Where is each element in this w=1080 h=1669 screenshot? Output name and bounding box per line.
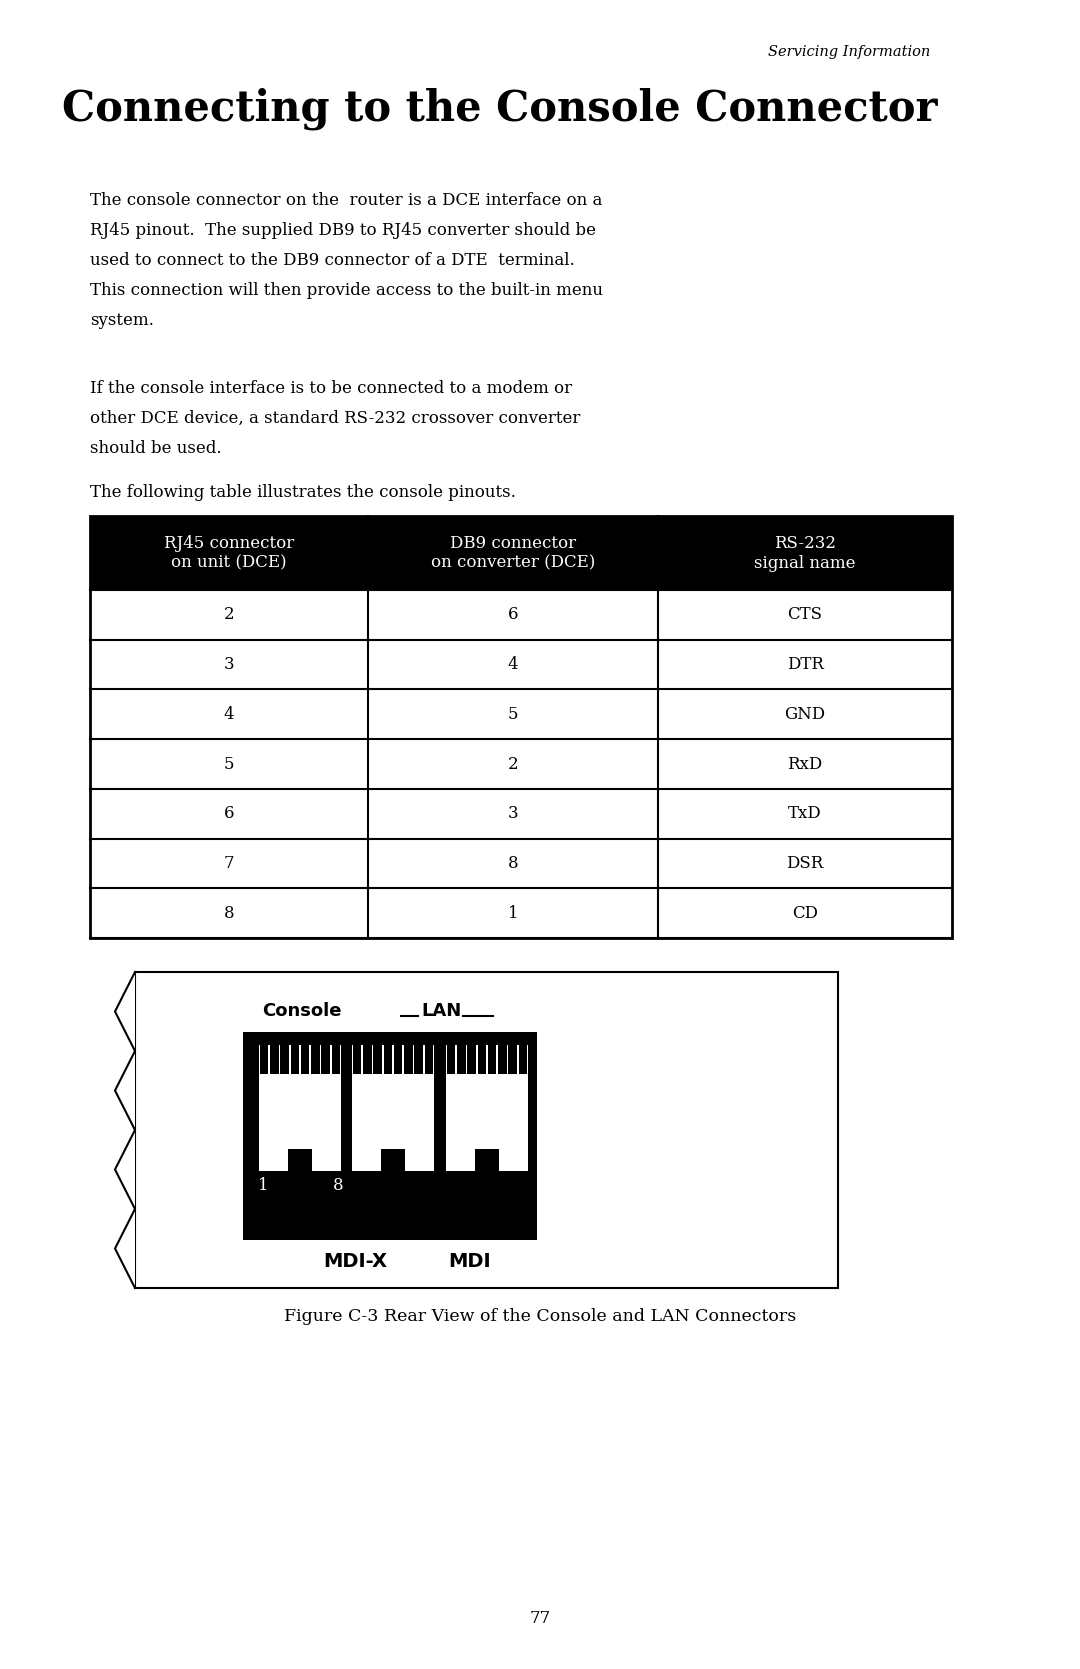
Text: Connecting to the Console Connector: Connecting to the Console Connector: [62, 88, 937, 130]
Text: CD: CD: [792, 905, 818, 921]
Bar: [352, 1045, 434, 1175]
Bar: [287, 1148, 312, 1175]
Text: Servicing Information: Servicing Information: [768, 45, 930, 58]
Bar: [415, 1045, 423, 1073]
Bar: [281, 1045, 289, 1073]
Bar: [259, 1172, 341, 1175]
Text: other DCE device, a standard RS-232 crossover converter: other DCE device, a standard RS-232 cros…: [90, 411, 580, 427]
Bar: [498, 1045, 507, 1073]
Bar: [353, 1045, 362, 1073]
Text: used to connect to the DB9 connector of a DTE  terminal.: used to connect to the DB9 connector of …: [90, 252, 575, 269]
Text: 2: 2: [508, 756, 518, 773]
Bar: [270, 1045, 279, 1073]
Bar: [518, 1045, 527, 1073]
Text: 3: 3: [224, 656, 234, 673]
Text: Figure C-3 Rear View of the Console and LAN Connectors: Figure C-3 Rear View of the Console and …: [284, 1308, 796, 1325]
Text: 8: 8: [508, 855, 518, 871]
Bar: [243, 1031, 537, 1240]
Text: MDI: MDI: [448, 1252, 491, 1272]
Bar: [380, 1148, 405, 1175]
Text: RxD: RxD: [787, 756, 823, 773]
Bar: [363, 1045, 372, 1073]
Bar: [374, 1045, 382, 1073]
Text: This connection will then provide access to the built-in menu: This connection will then provide access…: [90, 282, 603, 299]
Text: signal name: signal name: [754, 554, 855, 571]
Bar: [311, 1045, 320, 1073]
Bar: [394, 1045, 403, 1073]
Bar: [90, 516, 951, 591]
Bar: [135, 971, 838, 1288]
Text: 1: 1: [258, 1177, 268, 1193]
Text: RS-232: RS-232: [774, 534, 836, 551]
Text: DTR: DTR: [786, 656, 823, 673]
Text: system.: system.: [90, 312, 153, 329]
Text: CTS: CTS: [787, 606, 823, 623]
Bar: [90, 516, 951, 938]
Bar: [475, 1148, 499, 1175]
Bar: [260, 1045, 269, 1073]
Text: 4: 4: [508, 656, 518, 673]
Text: should be used.: should be used.: [90, 441, 221, 457]
Text: 8: 8: [224, 905, 234, 921]
Bar: [322, 1045, 330, 1073]
Text: 3: 3: [508, 804, 518, 823]
Bar: [332, 1045, 340, 1073]
Text: 7: 7: [224, 855, 234, 871]
Text: LAN: LAN: [421, 1001, 461, 1020]
Bar: [457, 1045, 465, 1073]
Bar: [488, 1045, 497, 1073]
Text: DB9 connector: DB9 connector: [450, 534, 576, 551]
Bar: [468, 1045, 476, 1073]
Bar: [446, 1045, 528, 1175]
Text: 5: 5: [508, 706, 518, 723]
Bar: [383, 1045, 392, 1073]
Text: 6: 6: [508, 606, 518, 623]
Text: 77: 77: [529, 1611, 551, 1627]
Text: GND: GND: [784, 706, 825, 723]
Text: 2: 2: [224, 606, 234, 623]
Text: RJ45 pinout.  The supplied DB9 to RJ45 converter should be: RJ45 pinout. The supplied DB9 to RJ45 co…: [90, 222, 596, 239]
Text: Console: Console: [262, 1001, 341, 1020]
Bar: [447, 1045, 456, 1073]
Text: The console connector on the  router is a DCE interface on a: The console connector on the router is a…: [90, 192, 603, 209]
Text: MDI-X: MDI-X: [323, 1252, 387, 1272]
Text: on unit (DCE): on unit (DCE): [172, 554, 287, 571]
Polygon shape: [114, 971, 135, 1288]
Text: TxD: TxD: [788, 804, 822, 823]
Text: 6: 6: [224, 804, 234, 823]
Text: 8: 8: [333, 1177, 343, 1193]
Text: 4: 4: [224, 706, 234, 723]
Bar: [477, 1045, 486, 1073]
Bar: [446, 1172, 528, 1175]
Bar: [509, 1045, 517, 1073]
Text: RJ45 connector: RJ45 connector: [164, 534, 294, 551]
Text: 5: 5: [224, 756, 234, 773]
Bar: [424, 1045, 433, 1073]
Text: If the console interface is to be connected to a modem or: If the console interface is to be connec…: [90, 381, 572, 397]
Text: on converter (DCE): on converter (DCE): [431, 554, 595, 571]
Bar: [404, 1045, 413, 1073]
Text: 1: 1: [508, 905, 518, 921]
Text: The following table illustrates the console pinouts.: The following table illustrates the cons…: [90, 484, 516, 501]
Bar: [291, 1045, 299, 1073]
Bar: [259, 1045, 341, 1175]
Bar: [352, 1172, 434, 1175]
Bar: [301, 1045, 310, 1073]
Text: DSR: DSR: [786, 855, 824, 871]
